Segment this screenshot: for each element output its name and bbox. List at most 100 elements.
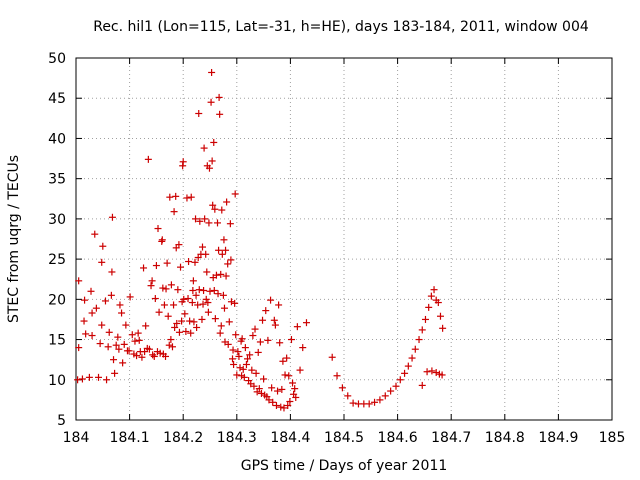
data-point: [349, 399, 357, 407]
data-point: [214, 290, 222, 298]
data-point: [387, 387, 395, 395]
data-point: [392, 382, 400, 390]
data-point: [217, 322, 225, 330]
data-point: [280, 404, 288, 412]
data-point: [110, 356, 118, 364]
data-point: [74, 376, 82, 384]
data-point: [257, 389, 265, 397]
data-point: [232, 331, 240, 339]
data-point: [436, 312, 444, 320]
data-point: [206, 287, 214, 295]
data-point: [134, 329, 142, 337]
data-point: [196, 217, 204, 225]
data-point: [274, 387, 282, 395]
data-point: [252, 369, 260, 377]
data-point: [432, 369, 440, 377]
data-point: [226, 220, 234, 228]
data-point: [299, 344, 307, 352]
data-point: [203, 268, 211, 276]
data-point: [219, 291, 227, 299]
data-point: [98, 321, 106, 329]
data-point: [87, 287, 95, 295]
data-point: [227, 256, 235, 264]
data-point: [158, 236, 166, 244]
data-point: [175, 241, 183, 249]
data-point: [189, 286, 197, 294]
data-point: [212, 271, 220, 279]
data-point: [75, 344, 83, 352]
data-point: [434, 299, 442, 307]
data-point: [159, 284, 167, 292]
data-point: [241, 344, 249, 352]
data-point: [418, 381, 426, 389]
data-point: [411, 345, 419, 353]
data-point: [160, 301, 168, 309]
data-point: [408, 354, 416, 362]
data-point: [286, 397, 294, 405]
data-point: [144, 155, 152, 163]
data-point: [365, 400, 373, 408]
data-point: [224, 340, 232, 348]
data-point: [277, 403, 285, 411]
data-point: [152, 262, 160, 270]
data-point: [262, 307, 270, 315]
data-point: [171, 323, 179, 331]
data-point: [439, 324, 447, 332]
data-point: [186, 317, 194, 325]
data-point: [381, 392, 389, 400]
data-point: [281, 371, 289, 379]
data-point: [233, 371, 241, 379]
data-point: [271, 321, 279, 329]
y-tick-label: 35: [48, 172, 66, 188]
data-point: [125, 347, 133, 355]
data-point: [207, 98, 215, 106]
data-point: [208, 68, 216, 76]
data-point: [108, 213, 116, 221]
y-axis-title: STEC from uqrg / TECUs: [6, 155, 22, 323]
data-point: [173, 319, 181, 327]
data-point: [133, 352, 141, 360]
x-tick-label: 184.9: [538, 430, 578, 446]
data-point: [376, 396, 384, 404]
data-point: [105, 328, 113, 336]
data-point: [227, 298, 235, 306]
data-point: [211, 315, 219, 323]
data-point: [166, 193, 174, 201]
data-point: [131, 337, 139, 345]
data-point: [174, 286, 182, 294]
data-point: [149, 351, 157, 359]
data-point: [285, 372, 293, 380]
data-point: [272, 402, 280, 410]
data-point: [163, 259, 171, 267]
data-point: [230, 360, 238, 368]
chart-title: Rec. hil1 (Lon=115, Lat=-31, h=HE), days…: [93, 19, 589, 35]
data-point: [428, 367, 436, 375]
data-point: [284, 402, 292, 410]
data-point: [224, 260, 232, 268]
data-point: [172, 192, 180, 200]
data-point: [333, 372, 341, 380]
data-point: [328, 353, 336, 361]
data-point: [80, 317, 88, 325]
data-point: [268, 384, 276, 392]
data-point: [201, 215, 209, 223]
y-tick-labels: 5 10 15 20 25 30 35 40 45 50: [48, 51, 66, 429]
data-point: [255, 385, 263, 393]
data-point: [162, 352, 170, 360]
data-point: [164, 312, 172, 320]
x-tick-label: 184.5: [324, 430, 364, 446]
x-tick-label: 185: [599, 430, 626, 446]
data-point: [211, 205, 219, 213]
data-point: [126, 293, 134, 301]
data-point: [99, 242, 107, 250]
data-point: [216, 110, 224, 118]
data-point: [135, 336, 143, 344]
data-point: [278, 385, 286, 393]
data-point: [85, 373, 93, 381]
data-point: [220, 304, 228, 312]
data-point: [187, 329, 195, 337]
data-point: [154, 225, 162, 233]
data-point: [115, 345, 123, 353]
data-point: [216, 329, 224, 337]
